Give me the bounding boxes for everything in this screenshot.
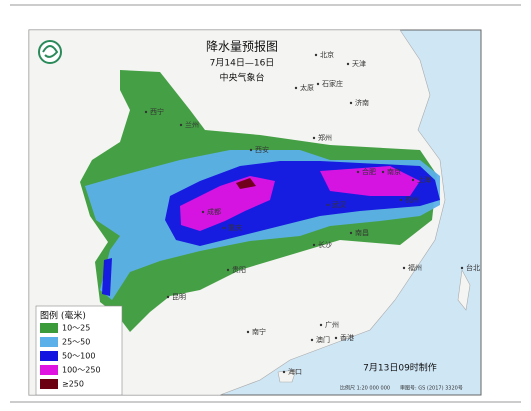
rain-bands (80, 70, 440, 332)
scale: 比例尺 1:20 000 000 (340, 385, 390, 392)
legend: 10～25 25～50 50～100 100～250 ≥250 (40, 323, 101, 389)
rain-area (180, 176, 275, 231)
legend-label: ≥250 (62, 380, 84, 389)
rain-area (102, 258, 112, 296)
city-label: 重庆 (228, 223, 242, 232)
legend-label: 50～100 (62, 352, 95, 361)
city-label: 西安 (255, 145, 269, 154)
city-label: 太原 (300, 83, 314, 92)
city-label: 上海 (417, 175, 431, 184)
city-dot (310, 338, 314, 342)
legend-title: 图例 (毫米) (40, 310, 86, 322)
city-dot (144, 110, 148, 114)
period: 7月14日—16日 (210, 58, 275, 69)
city-dot (222, 226, 226, 230)
city-dot (312, 136, 316, 140)
city-dot (349, 231, 353, 235)
city-dot (346, 62, 350, 66)
city-dot (402, 266, 406, 270)
city-label: 澳门 (316, 335, 330, 344)
city-dot (460, 266, 464, 270)
city-dot (314, 53, 318, 57)
taiwan (457, 269, 471, 311)
legend-swatch (40, 323, 58, 333)
city-label: 昆明 (172, 293, 186, 301)
city-dot (349, 101, 353, 105)
hainan (277, 369, 297, 383)
city-label: 武汉 (332, 200, 346, 209)
city-dot (312, 243, 316, 247)
city-label: 南昌 (355, 228, 369, 237)
city-label: 成都 (207, 207, 221, 216)
city-dot (356, 170, 360, 174)
legend-label: 100～250 (62, 366, 101, 375)
city-dot (226, 268, 230, 272)
city-label: 北京 (320, 50, 334, 59)
city-label: 合肥 (362, 167, 376, 176)
city-label: 广州 (325, 320, 339, 329)
legend-swatch (40, 351, 58, 361)
city-dot (316, 82, 320, 86)
city-dot (319, 323, 323, 327)
issuer: 中央气象台 (219, 72, 264, 84)
city-label: 长沙 (318, 240, 332, 249)
made-time: 7月13日09时制作 (363, 362, 437, 374)
city-dot (201, 210, 205, 214)
city-label: 石家庄 (322, 79, 343, 88)
city-label: 郑州 (318, 134, 332, 142)
city-label: 南京 (387, 167, 401, 176)
legend-label: 25～50 (62, 338, 90, 347)
city-label: 台北 (466, 263, 480, 272)
legend-swatch (40, 379, 58, 389)
rain-area (236, 178, 256, 189)
city-label: 贵阳 (232, 265, 246, 274)
city-label: 南宁 (252, 327, 266, 336)
logo (38, 40, 62, 64)
city-dot (282, 370, 286, 374)
city-label: 海口 (288, 367, 302, 376)
city-dot (334, 336, 338, 340)
city-label: 香港 (340, 333, 354, 342)
city-label: 天津 (352, 60, 366, 68)
city-dot (179, 123, 183, 127)
city-dot (166, 295, 170, 299)
title: 降水量预报图 (206, 39, 278, 54)
city-label: 杭州 (405, 195, 419, 204)
rain-area (320, 166, 420, 196)
city-dot (411, 178, 415, 182)
city-label: 兰州 (185, 120, 199, 129)
city-label: 福州 (408, 263, 422, 272)
city-dot (249, 148, 253, 152)
legend-label: 10～25 (62, 324, 90, 333)
city-dot (294, 86, 298, 90)
legend-swatch (40, 337, 58, 347)
logo-mark (42, 45, 59, 58)
city-label: 西宁 (150, 107, 164, 116)
city-dot (381, 170, 385, 174)
city-dot (399, 198, 403, 202)
city-dot (326, 203, 330, 207)
approval: 审图号: GS (2017) 3320号 (400, 385, 463, 392)
legend-swatch (40, 365, 58, 375)
city-dot (246, 330, 250, 334)
city-label: 济南 (355, 98, 369, 107)
